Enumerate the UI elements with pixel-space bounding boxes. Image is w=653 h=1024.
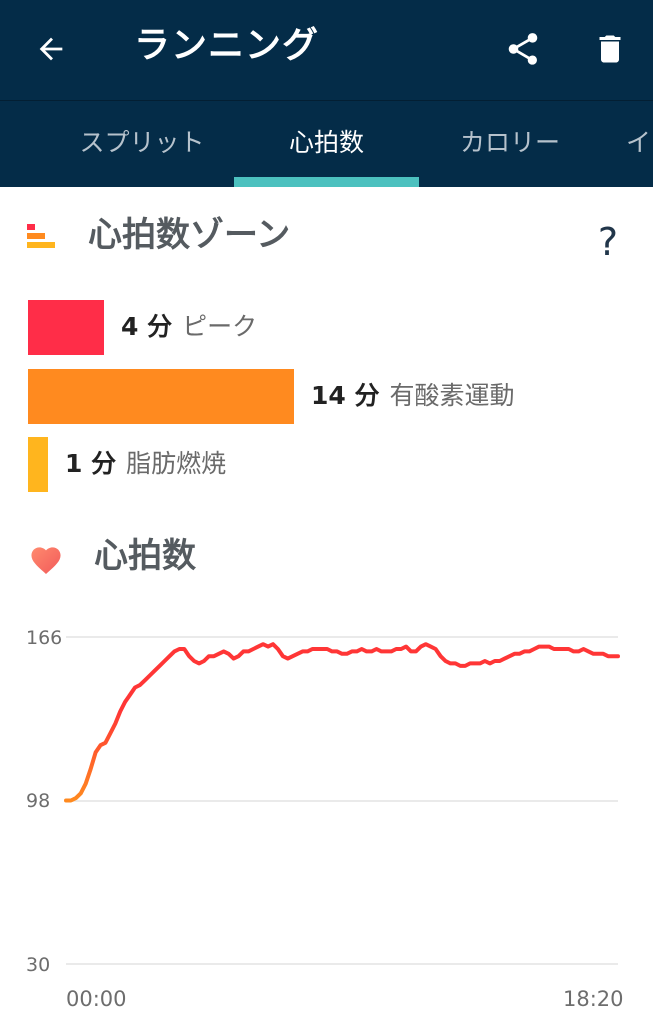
tab-bar: スプリット 心拍数 カロリー イ [0, 100, 653, 187]
zone-bar-cardio [28, 369, 294, 424]
zone-name: ピーク [182, 312, 258, 341]
zone-name: 脂肪燃焼 [126, 449, 227, 478]
heart-rate-chart [64, 636, 620, 965]
zone-bar-peak [28, 300, 104, 355]
zone-bar-fat-burn [28, 437, 48, 492]
tab-calories[interactable]: カロリー [459, 128, 560, 157]
back-button[interactable] [28, 26, 74, 72]
tab-partial[interactable]: イ [626, 128, 652, 157]
x-tick-label: 00:00 [66, 987, 127, 1011]
zone-value: 4 分 [121, 312, 173, 341]
zone-name: 有酸素運動 [389, 381, 515, 410]
heart-rate-series-line [64, 642, 620, 803]
page-title: ランニング [134, 25, 320, 66]
heart-rate-title: 心拍数 [94, 536, 196, 576]
app-bar: ランニング [0, 0, 653, 100]
zone-label-fat-burn: 1 分 脂肪燃焼 [65, 446, 226, 482]
tab-split[interactable]: スプリット [79, 128, 205, 157]
share-icon [508, 33, 538, 65]
trash-icon [599, 35, 621, 63]
zone-bars-icon [27, 224, 55, 248]
zone-value: 1 分 [65, 449, 117, 478]
share-button[interactable] [498, 24, 548, 74]
y-tick-label: 166 [26, 627, 63, 649]
zone-label-cardio: 14 分 有酸素運動 [311, 378, 514, 414]
delete-button[interactable] [585, 24, 635, 74]
active-tab-indicator [234, 177, 419, 187]
zone-label-peak: 4 分 ピーク [121, 309, 257, 345]
x-tick-label: 18:20 [563, 987, 624, 1011]
y-tick-label: 30 [26, 954, 51, 976]
heart-icon [31, 547, 61, 574]
tab-heart-rate[interactable]: 心拍数 [288, 128, 364, 157]
help-button[interactable]: ? [597, 220, 619, 264]
arrow-left-icon [39, 37, 63, 61]
zone-value: 14 分 [311, 381, 380, 410]
zones-title: 心拍数ゾーン [88, 215, 291, 255]
y-tick-label: 98 [26, 790, 51, 812]
